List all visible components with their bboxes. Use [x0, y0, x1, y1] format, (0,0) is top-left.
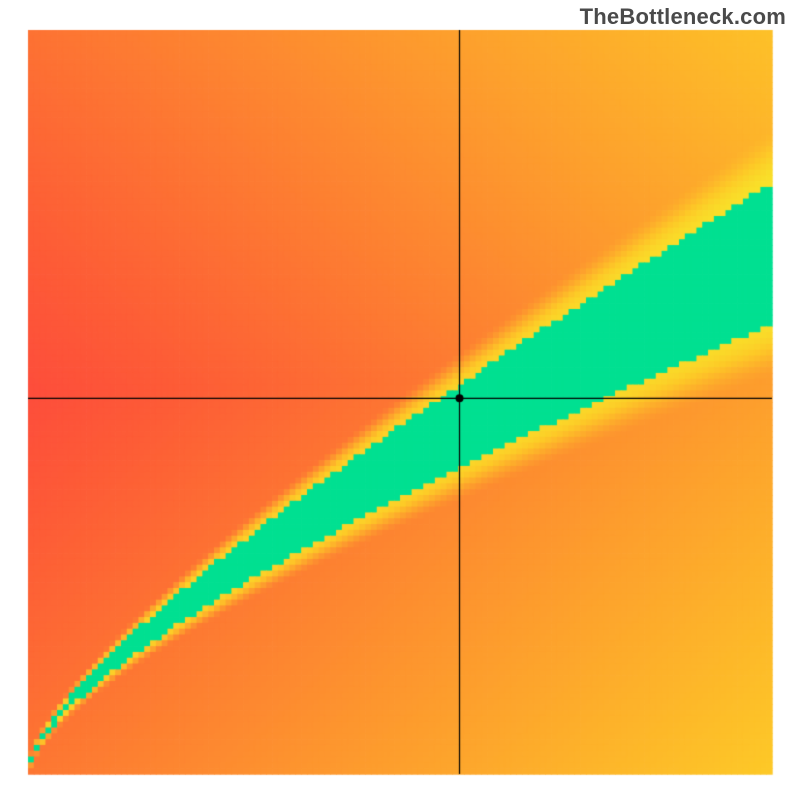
watermark-text: TheBottleneck.com: [580, 4, 786, 30]
bottleneck-heatmap: [0, 0, 800, 800]
chart-container: { "watermark": { "text": "TheBottleneck.…: [0, 0, 800, 800]
